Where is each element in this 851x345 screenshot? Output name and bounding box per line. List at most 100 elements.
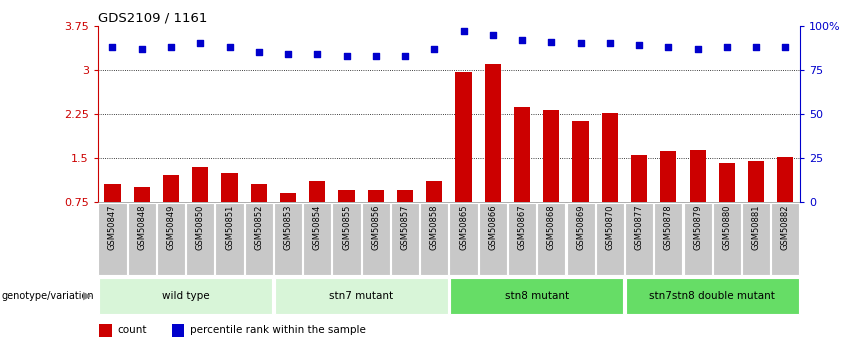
- Bar: [339, 190, 355, 246]
- Text: GSM50866: GSM50866: [488, 205, 497, 250]
- Point: [427, 46, 441, 51]
- Point: [515, 37, 528, 43]
- FancyBboxPatch shape: [186, 203, 214, 275]
- Text: GSM50881: GSM50881: [751, 205, 761, 250]
- Bar: [163, 175, 179, 246]
- Text: percentile rank within the sample: percentile rank within the sample: [190, 325, 366, 335]
- Point: [369, 53, 383, 59]
- Point: [164, 44, 178, 50]
- Text: GSM50857: GSM50857: [401, 205, 409, 250]
- Text: GSM50878: GSM50878: [664, 205, 673, 250]
- Text: GSM50856: GSM50856: [371, 205, 380, 250]
- FancyBboxPatch shape: [275, 278, 448, 314]
- Point: [106, 44, 119, 50]
- Bar: [631, 155, 647, 246]
- Point: [545, 39, 558, 45]
- Text: GSM50853: GSM50853: [283, 205, 293, 250]
- Bar: [134, 187, 150, 246]
- Point: [691, 46, 705, 51]
- Bar: [777, 157, 793, 246]
- FancyBboxPatch shape: [625, 278, 799, 314]
- FancyBboxPatch shape: [713, 203, 741, 275]
- Bar: [192, 167, 208, 246]
- Text: GSM50852: GSM50852: [254, 205, 263, 250]
- Bar: [573, 121, 589, 246]
- Point: [193, 41, 207, 46]
- FancyBboxPatch shape: [245, 203, 273, 275]
- FancyBboxPatch shape: [274, 203, 302, 275]
- Point: [603, 41, 617, 46]
- FancyBboxPatch shape: [362, 203, 390, 275]
- Point: [135, 46, 149, 51]
- Point: [457, 28, 471, 34]
- Bar: [221, 172, 237, 246]
- Text: GSM50882: GSM50882: [781, 205, 790, 250]
- Bar: [514, 107, 530, 246]
- FancyBboxPatch shape: [508, 203, 536, 275]
- Text: GSM50849: GSM50849: [167, 205, 175, 250]
- Point: [223, 44, 237, 50]
- Text: GSM50868: GSM50868: [547, 205, 556, 250]
- Text: stn7 mutant: stn7 mutant: [329, 291, 393, 301]
- Point: [749, 44, 762, 50]
- FancyBboxPatch shape: [99, 203, 127, 275]
- Text: GSM50848: GSM50848: [137, 205, 146, 250]
- Text: genotype/variation: genotype/variation: [2, 291, 94, 301]
- Text: GSM50850: GSM50850: [196, 205, 205, 250]
- Bar: [397, 190, 413, 246]
- Text: ▶: ▶: [83, 291, 92, 301]
- Point: [574, 41, 587, 46]
- FancyBboxPatch shape: [537, 203, 565, 275]
- Bar: [660, 151, 677, 246]
- Bar: [485, 64, 501, 246]
- Bar: [543, 110, 559, 246]
- FancyBboxPatch shape: [625, 203, 653, 275]
- Point: [779, 44, 792, 50]
- Text: wild type: wild type: [162, 291, 209, 301]
- Point: [632, 42, 646, 48]
- Text: stn8 mutant: stn8 mutant: [505, 291, 568, 301]
- Text: GSM50877: GSM50877: [635, 205, 643, 250]
- Bar: [719, 162, 735, 246]
- Bar: [105, 184, 121, 246]
- Text: GSM50870: GSM50870: [605, 205, 614, 250]
- FancyBboxPatch shape: [450, 278, 623, 314]
- FancyBboxPatch shape: [303, 203, 331, 275]
- Bar: [309, 181, 325, 246]
- Text: GDS2109 / 1161: GDS2109 / 1161: [98, 12, 208, 25]
- FancyBboxPatch shape: [654, 203, 683, 275]
- Text: GSM50865: GSM50865: [459, 205, 468, 250]
- Text: GSM50880: GSM50880: [722, 205, 731, 250]
- Bar: [426, 181, 443, 246]
- FancyBboxPatch shape: [99, 278, 272, 314]
- Text: GSM50851: GSM50851: [225, 205, 234, 250]
- Point: [398, 53, 412, 59]
- Bar: [172, 324, 184, 337]
- Text: GSM50869: GSM50869: [576, 205, 585, 250]
- Text: GSM50879: GSM50879: [693, 205, 702, 250]
- Text: GSM50855: GSM50855: [342, 205, 351, 250]
- FancyBboxPatch shape: [157, 203, 185, 275]
- FancyBboxPatch shape: [333, 203, 361, 275]
- FancyBboxPatch shape: [420, 203, 448, 275]
- FancyBboxPatch shape: [683, 203, 711, 275]
- FancyBboxPatch shape: [391, 203, 419, 275]
- FancyBboxPatch shape: [479, 203, 507, 275]
- Bar: [368, 190, 384, 246]
- Text: stn7stn8 double mutant: stn7stn8 double mutant: [649, 291, 775, 301]
- Point: [720, 44, 734, 50]
- Point: [311, 51, 324, 57]
- Text: GSM50858: GSM50858: [430, 205, 439, 250]
- Point: [340, 53, 353, 59]
- Point: [281, 51, 294, 57]
- Text: count: count: [117, 325, 147, 335]
- Bar: [100, 324, 112, 337]
- FancyBboxPatch shape: [215, 203, 243, 275]
- Bar: [748, 161, 764, 246]
- FancyBboxPatch shape: [567, 203, 595, 275]
- FancyBboxPatch shape: [742, 203, 770, 275]
- FancyBboxPatch shape: [596, 203, 624, 275]
- FancyBboxPatch shape: [128, 203, 156, 275]
- Bar: [455, 72, 471, 246]
- FancyBboxPatch shape: [449, 203, 477, 275]
